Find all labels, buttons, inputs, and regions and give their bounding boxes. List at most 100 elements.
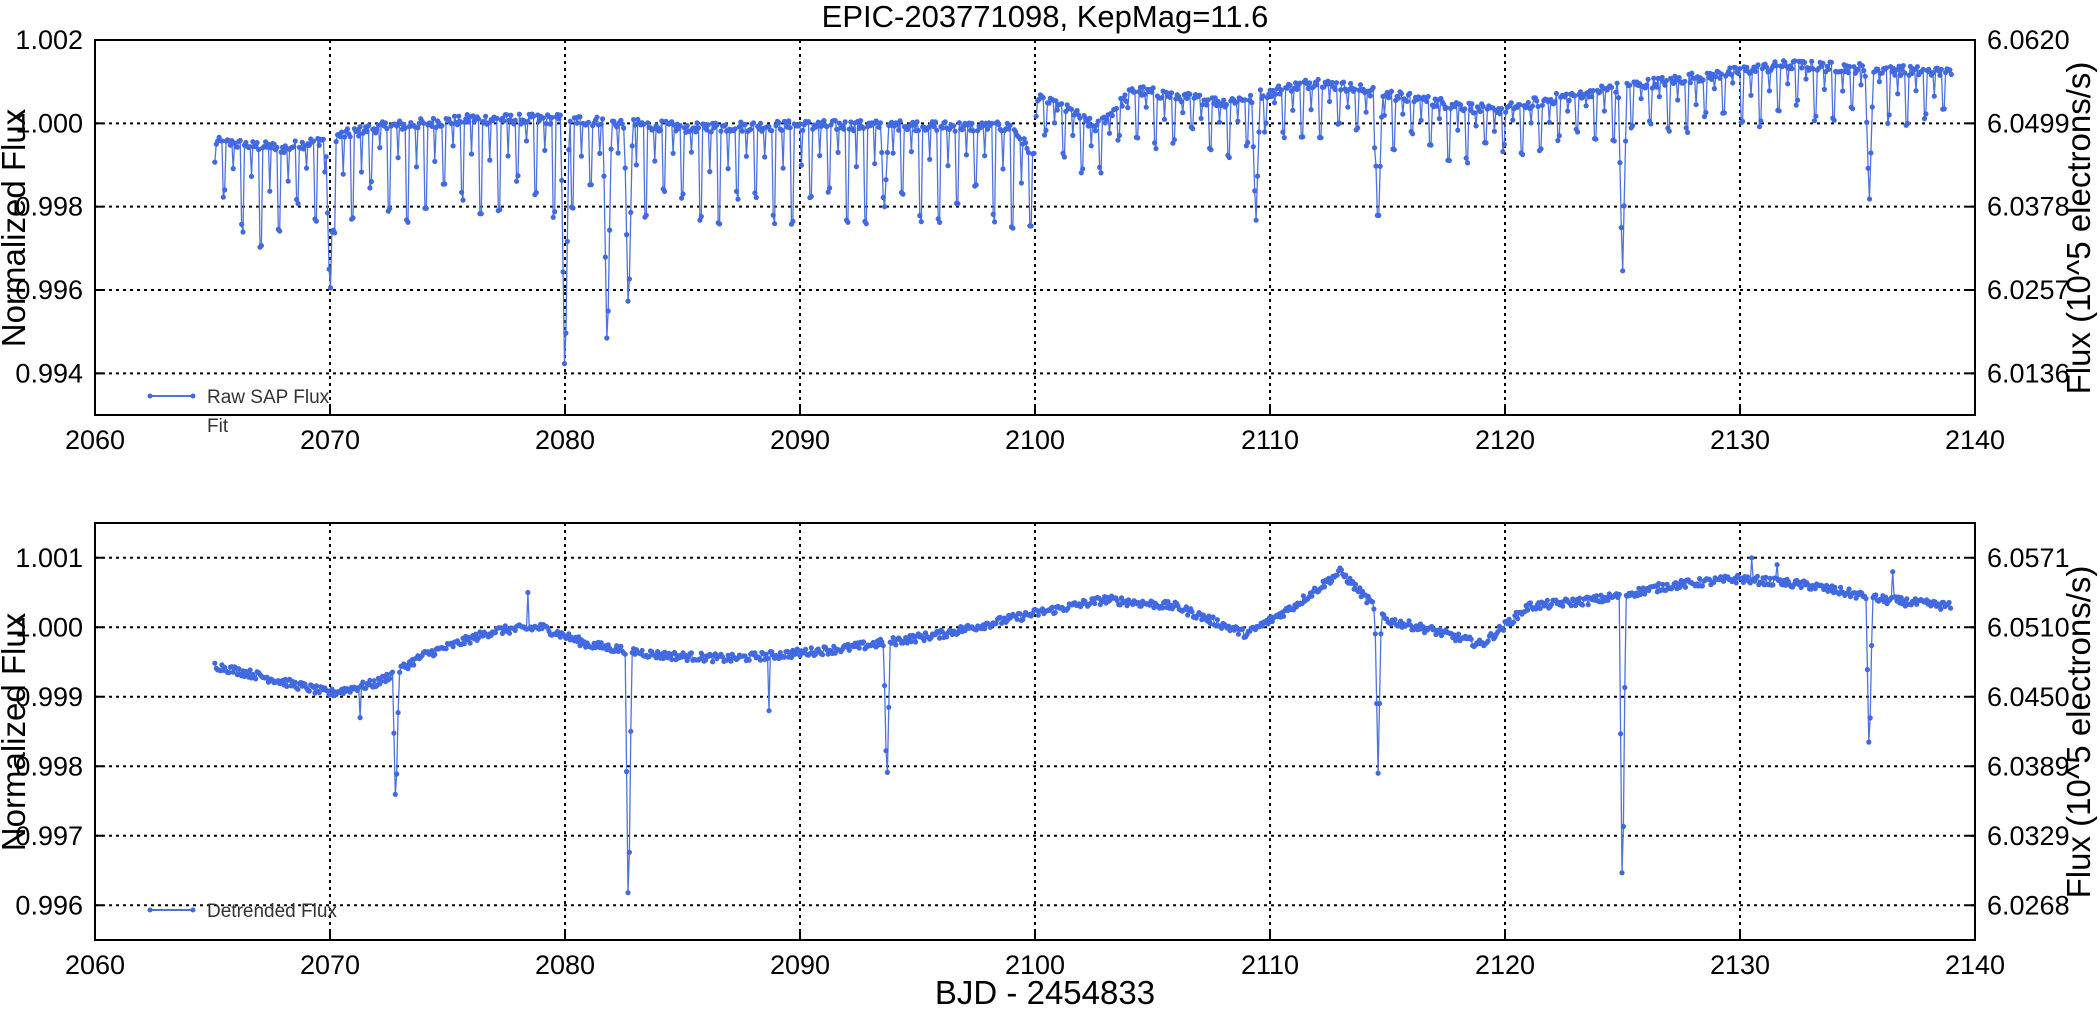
top-data-point <box>1840 88 1846 94</box>
top-data-point <box>1253 217 1259 223</box>
bottom-data-point <box>669 656 675 663</box>
top-data-point <box>1756 124 1763 130</box>
bottom-x-tick-label: 2090 <box>770 950 830 980</box>
top-data-point <box>240 229 246 235</box>
top-data-point <box>959 127 965 133</box>
top-data-point <box>384 126 390 132</box>
bottom-data-point <box>1392 617 1398 623</box>
top-data-point <box>339 129 345 135</box>
top-data-point <box>1821 86 1827 92</box>
bottom-y-tick-label: 0.999 <box>15 682 83 712</box>
top-data-point <box>333 139 339 145</box>
bottom-data-point <box>1767 575 1773 581</box>
top-data-point <box>512 117 518 123</box>
top-data-point <box>1820 60 1826 66</box>
top-data-point <box>772 221 778 227</box>
top-data-point <box>561 361 568 367</box>
top-data-point <box>1352 86 1358 92</box>
bottom-data-point <box>394 771 400 777</box>
bottom-data-point <box>360 679 366 685</box>
bottom-data-point <box>1579 602 1586 608</box>
top-y2-tick-label: 6.0136 <box>1987 358 2070 388</box>
top-data-point <box>459 189 465 195</box>
bottom-y2-tick-label: 6.0389 <box>1987 751 2070 781</box>
top-data-point <box>629 143 635 149</box>
top-data-point <box>1645 76 1651 82</box>
top-data-point <box>1123 98 1129 104</box>
bottom-y2-tick-label: 6.0268 <box>1987 890 2070 920</box>
bottom-data-point <box>1594 593 1600 599</box>
top-data-point <box>621 125 627 131</box>
chart-title: EPIC-203771098, KepMag=11.6 <box>822 0 1269 34</box>
top-data-point <box>274 144 280 150</box>
bottom-data-point <box>766 708 772 714</box>
bottom-data-point <box>387 676 393 682</box>
bottom-y2-tick-label: 6.0450 <box>1987 682 2070 712</box>
top-data-point <box>1367 93 1373 99</box>
top-data-point <box>1256 129 1262 135</box>
top-data-point <box>718 128 724 134</box>
top-data-point <box>387 205 393 211</box>
bottom-data-point <box>921 637 927 644</box>
top-data-point <box>313 218 319 224</box>
top-data-point <box>1838 68 1844 74</box>
bottom-data-point <box>1371 606 1377 612</box>
top-data-point <box>1190 126 1196 132</box>
top-data-point <box>701 121 707 127</box>
bottom-data-point <box>688 650 695 656</box>
bottom-y-tick-label: 0.996 <box>15 890 83 920</box>
top-y-tick-labels: 0.994 0.996 0.998 1.000 1.002 <box>15 25 103 388</box>
top-data-point <box>1262 129 1268 135</box>
bottom-data-point <box>1904 596 1910 602</box>
bottom-data-point <box>1869 642 1875 649</box>
top-data-point <box>549 114 555 121</box>
top-data-point <box>798 162 805 168</box>
top-data-point <box>1914 64 1920 70</box>
top-data-point <box>1730 80 1736 86</box>
top-data-point <box>1748 92 1754 98</box>
top-data-point <box>451 113 458 119</box>
top-data-point <box>890 150 896 156</box>
top-data-point <box>1893 67 1899 73</box>
top-data-point <box>1434 103 1440 109</box>
top-data-point <box>942 119 948 125</box>
bottom-data-point <box>292 679 298 686</box>
legend-marker-detrended-flux <box>190 907 196 913</box>
top-data-point <box>797 121 803 127</box>
top-data-point <box>841 126 847 132</box>
bottom-data-point <box>1214 617 1220 623</box>
top-data-point <box>220 194 226 200</box>
top-data-point <box>501 118 507 124</box>
top-data-point <box>1080 166 1086 172</box>
bottom-data-point <box>236 666 242 672</box>
top-data-point <box>853 164 860 170</box>
top-data-point <box>1087 115 1093 121</box>
top-data-point <box>1068 106 1074 112</box>
top-data-point <box>1552 99 1558 105</box>
bottom-data-point <box>432 651 438 658</box>
bottom-data-point <box>1749 555 1755 561</box>
top-data-point <box>684 123 690 129</box>
bottom-data-point <box>1774 562 1780 568</box>
bottom-data-point <box>1375 770 1381 776</box>
top-data-point <box>1845 70 1851 76</box>
top-data-point <box>1534 98 1540 104</box>
top-data-point <box>1528 120 1534 126</box>
top-data-point <box>248 173 255 179</box>
top-data-point <box>285 178 291 184</box>
top-data-point <box>790 218 796 224</box>
top-data-point <box>1455 127 1461 133</box>
bottom-data-point <box>1525 607 1531 613</box>
top-data-point <box>1257 87 1263 93</box>
top-data-point <box>350 215 356 221</box>
bottom-data-point <box>475 635 482 641</box>
top-data-point <box>1666 128 1672 134</box>
bottom-data-point <box>1207 620 1213 627</box>
bottom-y-tick-label: 0.997 <box>15 821 83 851</box>
top-data-point <box>1732 65 1739 71</box>
bottom-data-point <box>247 667 253 673</box>
top-data-point <box>1862 73 1868 79</box>
top-data-point <box>1855 66 1861 72</box>
top-data-point <box>1902 70 1908 76</box>
top-data-point <box>1119 103 1125 109</box>
